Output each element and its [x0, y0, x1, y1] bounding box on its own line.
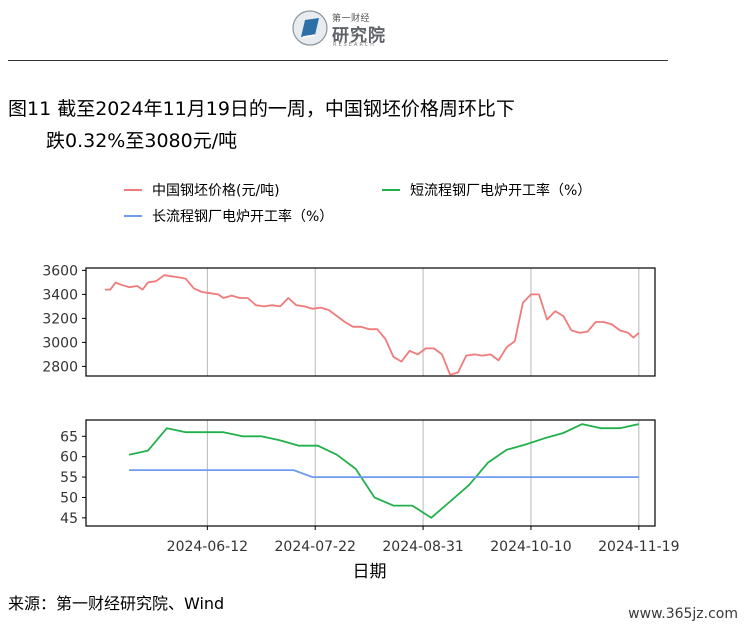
legend-label-price: 中国钢坯价格(元/吨) [152, 183, 280, 199]
research-institute-logo: 第一财经 研究院 RESEARCH [292, 8, 392, 50]
legend-item-short-process: 短流程钢厂电炉开工率（%） [382, 180, 591, 200]
y-tick-label-1-0: 45 [60, 511, 78, 527]
legend-swatch-long-process [124, 215, 142, 217]
series-line-0-0 [104, 274, 640, 376]
figure-title-line1: 图11 截至2024年11月19日的一周，中国钢坯价格周环比下 [8, 98, 515, 120]
plot-frame-0 [85, 267, 656, 377]
x-tick-label-2: 2024-08-31 [382, 539, 463, 555]
y-tick-label-0-4: 3600 [42, 263, 78, 279]
y-tick-label-1-1: 50 [60, 490, 78, 506]
x-tick-label-4: 2024-11-19 [598, 539, 679, 555]
source-note: 来源：第一财经研究院、Wind [8, 594, 225, 613]
plot-frame-1 [85, 419, 656, 527]
x-tick-label-0: 2024-06-12 [167, 539, 248, 555]
series-line-1-0 [128, 423, 639, 519]
figure-title-line2: 跌0.32%至3080元/吨 [46, 130, 238, 152]
logo-top-text: 第一财经 [332, 14, 371, 24]
y-tick-label-1-4: 65 [60, 429, 78, 445]
x-tick-label-1: 2024-07-22 [275, 539, 356, 555]
legend-swatch-price [124, 189, 142, 191]
series-line-1-1 [129, 469, 639, 479]
book-logo-icon [292, 10, 328, 46]
header-divider [8, 60, 668, 61]
logo-main-text: 研究院 [332, 26, 386, 46]
legend-item-price: 中国钢坯价格(元/吨) [124, 180, 280, 200]
legend-label-long-process: 长流程钢厂电炉开工率（%） [152, 209, 334, 225]
legend-label-short-process: 短流程钢厂电炉开工率（%） [410, 183, 592, 199]
x-tick-label-3: 2024-10-10 [490, 539, 571, 555]
site-watermark: www.365jz.com [628, 606, 738, 622]
logo-sub-text: RESEARCH [333, 42, 376, 48]
legend-item-long-process: 长流程钢厂电炉开工率（%） [124, 206, 333, 226]
legend-swatch-short-process [382, 189, 400, 191]
y-tick-label-0-3: 3400 [42, 287, 78, 303]
x-axis-label: 日期 [353, 562, 387, 582]
y-tick-label-0-1: 3000 [42, 335, 78, 351]
y-tick-label-0-0: 2800 [42, 359, 78, 375]
y-tick-label-0-2: 3200 [42, 311, 78, 327]
y-tick-label-1-3: 60 [60, 450, 78, 466]
y-tick-label-1-2: 55 [60, 470, 78, 486]
